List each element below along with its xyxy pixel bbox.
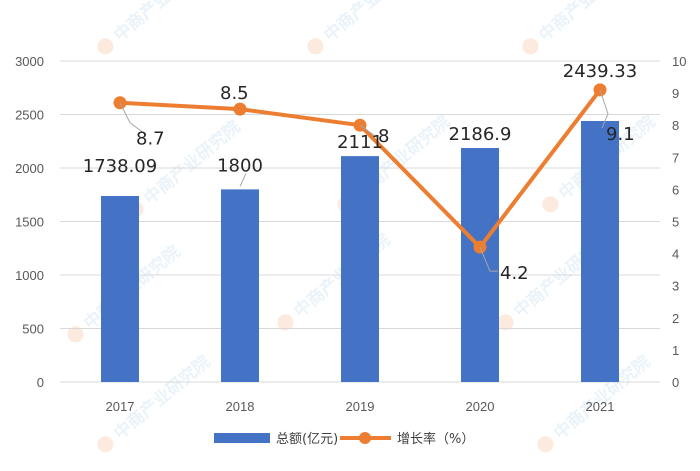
bar-series (101, 120, 619, 382)
bar-value-label: 2186.9 (449, 124, 512, 145)
watermark: 中商产业研究院 (97, 0, 215, 55)
x-axis-ticks: 2017 2018 2019 2020 2021 (106, 399, 615, 414)
left-tick-label: 1500 (15, 215, 44, 230)
line-value-label: 9.1 (606, 124, 635, 145)
watermark-text: 中商产业研究院 (110, 0, 215, 46)
left-tick-label: 0 (37, 375, 44, 390)
leader-line (239, 173, 247, 187)
watermark-logo-icon (522, 38, 539, 55)
legend-swatch-marker (359, 432, 371, 444)
watermark: 中商产业研究院 (307, 0, 425, 55)
watermark-logo-icon (67, 326, 84, 343)
legend: 总额(亿元) 增长率（%） (214, 431, 474, 447)
line-value-label: 8.5 (220, 83, 249, 104)
left-axis-ticks: 0 500 1000 1500 2000 2500 3000 (15, 54, 44, 390)
x-tick-label: 2021 (586, 399, 615, 414)
right-tick-label: 8 (672, 118, 679, 133)
right-tick-label: 7 (672, 150, 679, 165)
right-tick-label: 1 (672, 343, 679, 358)
watermark-logo-icon (277, 314, 294, 331)
left-tick-label: 500 (22, 322, 44, 337)
leader-line (599, 89, 609, 129)
x-tick-label: 2017 (106, 399, 135, 414)
right-tick-label: 3 (672, 279, 679, 294)
bar-value-label: 1738.09 (83, 156, 157, 177)
bar-value-label: 1800 (217, 155, 263, 176)
right-tick-label: 2 (672, 311, 679, 326)
x-tick-label: 2020 (466, 399, 495, 414)
right-tick-label: 5 (672, 215, 679, 230)
data-labels: 1738.09 1800 2111 2186.9 2439.33 8.7 8.5 8 4.2 9.… (83, 61, 637, 284)
right-tick-label: 4 (672, 247, 679, 262)
leader-line (479, 246, 498, 272)
watermark: 中商产业研究院 (522, 0, 640, 55)
bar (101, 196, 139, 382)
line-point (233, 102, 247, 116)
line-value-label: 8.7 (136, 129, 165, 150)
bar-value-label: 2439.33 (563, 61, 637, 82)
bar-value-label: 2111 (337, 132, 383, 153)
x-tick-label: 2018 (226, 399, 255, 414)
right-tick-label: 10 (672, 54, 686, 69)
left-tick-label: 3000 (15, 54, 44, 69)
right-tick-label: 9 (672, 86, 679, 101)
watermark-text: 中商产业研究院 (320, 0, 425, 46)
right-tick-label: 6 (672, 182, 679, 197)
watermark-logo-icon (497, 314, 514, 331)
bar (461, 148, 499, 382)
legend-label-bar: 总额(亿元) (276, 432, 338, 447)
bar (341, 156, 379, 382)
legend-label-line: 增长率（%） (397, 431, 474, 447)
right-axis-ticks: 0 1 2 3 4 5 6 7 8 9 10 (672, 54, 686, 390)
left-tick-label: 2000 (15, 161, 44, 176)
left-tick-label: 1000 (15, 268, 44, 283)
bar (221, 189, 259, 382)
watermark-logo-icon (542, 196, 559, 213)
legend-swatch-bar (214, 433, 270, 443)
line-value-label: 8 (378, 126, 389, 147)
bar (581, 120, 619, 382)
right-tick-label: 0 (672, 375, 679, 390)
left-tick-label: 2500 (15, 108, 44, 123)
line-value-label: 4.2 (500, 263, 529, 284)
leader-line (359, 124, 375, 136)
watermark-logo-icon (537, 436, 554, 453)
x-tick-label: 2019 (346, 399, 375, 414)
watermark-text: 中商产业研究院 (535, 0, 640, 46)
leader-line (119, 102, 147, 136)
watermark-logo-icon (307, 38, 324, 55)
watermark-logo-icon (97, 38, 114, 55)
watermark-logo-icon (97, 436, 114, 453)
